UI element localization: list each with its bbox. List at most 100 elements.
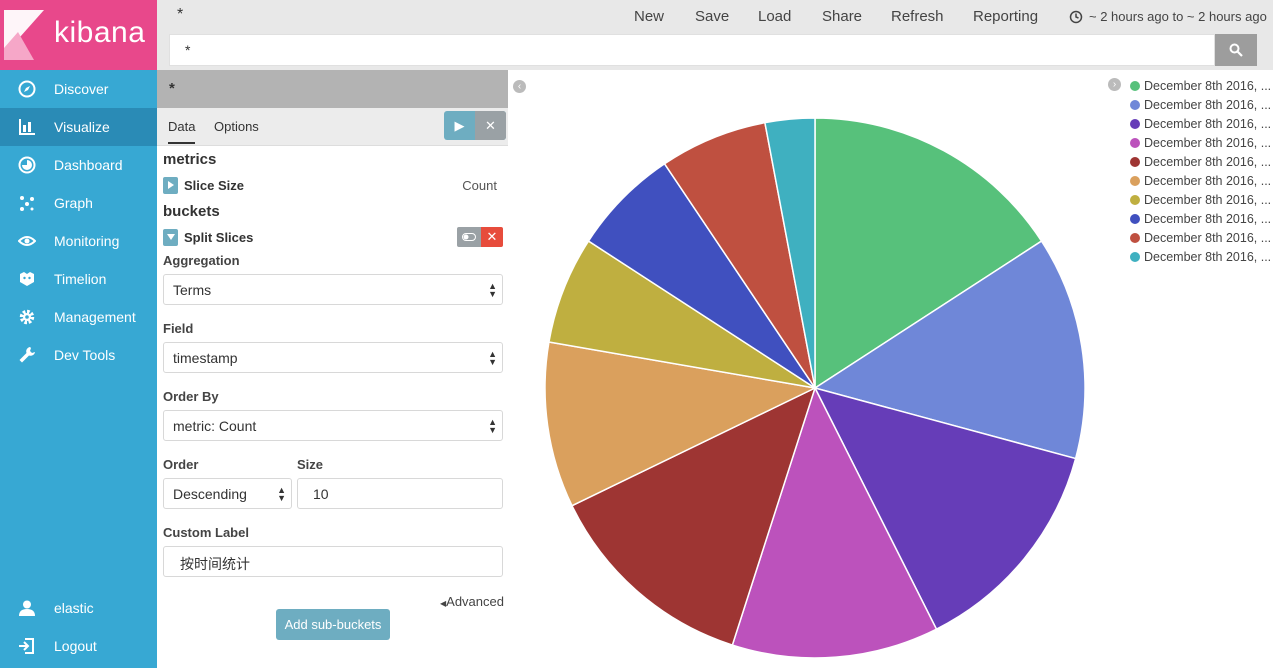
logo-text: kibana — [54, 16, 146, 49]
page-title: * — [177, 6, 184, 23]
chart-legend: December 8th 2016, ... December 8th 2016,… — [1130, 76, 1273, 266]
legend-label: December 8th 2016, ... — [1144, 192, 1272, 207]
logout-icon — [0, 637, 54, 655]
legend-label: December 8th 2016, ... — [1144, 154, 1272, 169]
sidebar-item-management[interactable]: Management — [0, 298, 157, 336]
share-button[interactable]: Share — [822, 8, 863, 25]
collapse-editor-icon[interactable]: ‹ — [513, 80, 526, 93]
vis-index-title: * — [157, 70, 508, 108]
tab-data[interactable]: Data — [168, 119, 196, 144]
sidebar-item-graph[interactable]: Graph — [0, 184, 157, 222]
bar-chart-icon — [0, 118, 54, 136]
legend-item[interactable]: December 8th 2016, ... — [1130, 190, 1273, 209]
new-button[interactable]: New — [634, 8, 665, 25]
sidebar: kibana Discover Visualize Dashboard Grap… — [0, 0, 157, 668]
save-button[interactable]: Save — [695, 8, 730, 25]
legend-color-icon — [1130, 156, 1140, 167]
legend-color-icon — [1130, 99, 1140, 110]
metric-slice-size[interactable]: Slice Size Count — [163, 176, 503, 194]
refresh-button[interactable]: Refresh — [891, 8, 944, 25]
order-by-select[interactable]: metric: Count ▲ ▼ — [163, 410, 503, 441]
caret-right-icon[interactable] — [163, 176, 178, 194]
apply-controls: ▶ ✕ — [444, 111, 506, 140]
legend-item[interactable]: December 8th 2016, ... — [1130, 114, 1273, 133]
legend-label: December 8th 2016, ... — [1144, 116, 1272, 131]
graph-icon — [0, 194, 54, 212]
sidebar-item-dev-tools[interactable]: Dev Tools — [0, 336, 157, 374]
reporting-button[interactable]: Reporting — [973, 8, 1039, 25]
pie-slice[interactable] — [813, 386, 1077, 631]
sidebar-item-label: Discover — [54, 81, 109, 97]
sidebar-item-monitoring[interactable]: Monitoring — [0, 222, 157, 260]
field-value: timestamp — [173, 350, 238, 366]
pie-slice[interactable] — [814, 117, 1043, 390]
size-value: 10 — [313, 486, 329, 502]
caret-left-icon: ◀ — [440, 599, 447, 608]
legend-color-icon — [1130, 118, 1140, 129]
select-arrows-icon: ▲ ▼ — [488, 281, 497, 299]
legend-item[interactable]: December 8th 2016, ... — [1130, 171, 1273, 190]
clock-icon — [1069, 10, 1083, 23]
pie-slice[interactable] — [731, 386, 938, 659]
remove-bucket-button[interactable]: ✕ — [481, 227, 503, 247]
aggregation-select[interactable]: Terms ▲ ▼ — [163, 274, 503, 305]
legend-item[interactable]: December 8th 2016, ... — [1130, 76, 1273, 95]
kibana-logo[interactable]: kibana — [0, 0, 157, 70]
metrics-title: metrics — [163, 151, 217, 168]
legend-item[interactable]: December 8th 2016, ... — [1130, 133, 1273, 152]
sidebar-item-timelion[interactable]: Timelion — [0, 260, 157, 298]
order-by-label: Order By — [163, 389, 219, 404]
user-icon — [0, 599, 54, 617]
sidebar-item-user[interactable]: elastic — [0, 589, 157, 627]
pie-slice[interactable] — [544, 341, 818, 507]
legend-item[interactable]: December 8th 2016, ... — [1130, 228, 1273, 247]
field-label: Field — [163, 321, 194, 336]
dashboard-icon — [0, 156, 54, 174]
pie-slice[interactable] — [813, 240, 1086, 460]
size-input[interactable]: 10 — [297, 478, 503, 509]
bucket-label: Split Slices — [184, 229, 254, 245]
logout-label: Logout — [54, 638, 97, 654]
bucket-split-slices[interactable]: Split Slices — [163, 228, 503, 246]
search-button[interactable] — [1215, 34, 1257, 66]
size-label: Size — [297, 457, 324, 472]
order-select[interactable]: Descending ▲ ▼ — [163, 478, 292, 509]
buckets-title: buckets — [163, 203, 220, 220]
sidebar-item-visualize[interactable]: Visualize — [0, 108, 157, 146]
load-button[interactable]: Load — [758, 8, 792, 25]
visualization-area: ‹ › December 8th 2016, ... December 8th 2… — [508, 70, 1273, 668]
vis-editor-sidebar: * Data Options ▶ ✕ metrics Slice Size Co… — [157, 70, 508, 668]
legend-label: December 8th 2016, ... — [1144, 230, 1272, 245]
legend-label: December 8th 2016, ... — [1144, 135, 1272, 150]
legend-color-icon — [1130, 232, 1140, 243]
sidebar-item-logout[interactable]: Logout — [0, 627, 157, 665]
field-select[interactable]: timestamp ▲ ▼ — [163, 342, 503, 373]
legend-item[interactable]: December 8th 2016, ... — [1130, 95, 1273, 114]
sidebar-item-discover[interactable]: Discover — [0, 70, 157, 108]
sidebar-item-label: Monitoring — [54, 233, 120, 249]
pie-slice[interactable] — [570, 386, 817, 646]
toggle-legend-icon[interactable]: › — [1108, 78, 1121, 91]
custom-label-input[interactable]: 按时间统计 — [163, 546, 503, 577]
advanced-toggle[interactable]: ◀Advanced — [440, 594, 504, 609]
add-sub-buckets-button[interactable]: Add sub-buckets — [276, 609, 390, 640]
sidebar-item-dashboard[interactable]: Dashboard — [0, 146, 157, 184]
search-input[interactable]: * — [169, 34, 1215, 66]
toggle-disable-button[interactable] — [457, 227, 481, 247]
caret-down-icon[interactable] — [163, 228, 178, 246]
legend-label: December 8th 2016, ... — [1144, 249, 1272, 264]
discard-changes-button[interactable]: ✕ — [475, 111, 506, 140]
legend-color-icon — [1130, 137, 1140, 148]
order-value: Descending — [173, 486, 247, 502]
legend-item[interactable]: December 8th 2016, ... — [1130, 247, 1273, 266]
compass-icon — [0, 80, 54, 98]
tab-options[interactable]: Options — [214, 119, 259, 134]
apply-changes-button[interactable]: ▶ — [454, 117, 465, 133]
legend-item[interactable]: December 8th 2016, ... — [1130, 152, 1273, 171]
user-label: elastic — [54, 600, 94, 616]
toggle-icon — [462, 233, 476, 241]
eye-icon — [0, 232, 54, 250]
pie-slice[interactable] — [764, 117, 816, 389]
time-picker[interactable]: ~ 2 hours ago to ~ 2 hours ago — [1069, 9, 1267, 24]
legend-item[interactable]: December 8th 2016, ... — [1130, 209, 1273, 228]
